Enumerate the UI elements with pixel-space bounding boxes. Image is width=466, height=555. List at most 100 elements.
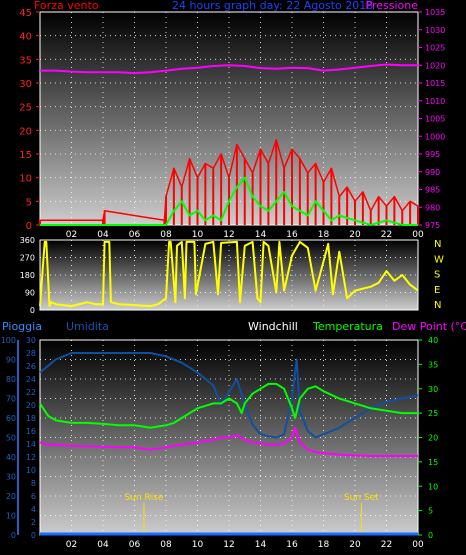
wind-gust-line (40, 176, 418, 226)
wind-x-tick-label: 00 (412, 230, 424, 240)
wind-x-tick-label: 08 (160, 230, 172, 240)
direction-tick-label: 360 (20, 236, 35, 245)
humidity-x-tick-label: 18 (318, 540, 330, 550)
rain-y-axis: 0 10 20 30 40 50 60 70 80 90 100 (1, 336, 19, 540)
direction-line (39, 240, 419, 308)
compass-tick-label: W (434, 254, 444, 265)
humidity-x-tick-label: 14 (255, 540, 267, 550)
wind-x-tick-label: 02 (66, 230, 77, 240)
wind-x-axis: 02 04 06 08 10 12 14 16 18 20 22 00 (66, 230, 424, 240)
pressure-tick-label: 1035 (425, 8, 445, 17)
wind-series (39, 63, 419, 226)
wind-x-tick-label: 12 (223, 230, 234, 240)
direction-tick-label: 90 (25, 289, 35, 298)
humidity-tick-label: 8 (31, 479, 36, 488)
wind-speed-line (40, 139, 419, 222)
chart-title: 24 hours graph day: 22 Agosto 2018 (172, 0, 373, 12)
windchill-label: Windchill (248, 320, 298, 333)
wind-tick-label: 0 (26, 221, 32, 232)
humidity-tick-label: 14 (26, 440, 36, 449)
wind-y-axis: 0 5 10 15 20 25 30 35 40 45 (19, 8, 40, 232)
humidity-tick-label: 4 (31, 505, 36, 514)
pressure-line (40, 63, 418, 75)
rain-tick-label: 0 (11, 531, 16, 540)
direction-tick-label: 180 (20, 271, 35, 280)
compass-tick-label: E (434, 285, 440, 296)
sun-set-label: Sun Set (344, 493, 379, 503)
pressure-label: Pressione (366, 0, 419, 12)
wind-x-tick-label: 14 (255, 230, 267, 240)
humidity-x-tick-label: 20 (349, 540, 361, 550)
rain-tick-label: 40 (6, 453, 16, 462)
temperature-y-axis: 0 5 10 15 20 25 30 35 40 (418, 336, 438, 540)
temperature-line (39, 382, 418, 429)
rain-tick-label: 70 (6, 395, 16, 404)
rain-tick-label: 90 (6, 356, 16, 365)
rain-tick-label: 50 (6, 434, 16, 443)
wind-tick-label: 35 (19, 55, 32, 66)
humidity-x-tick-label: 12 (223, 540, 234, 550)
wind-x-tick-label: 22 (381, 230, 392, 240)
rain-tick-label: 100 (1, 336, 16, 345)
compass-tick-label: N (434, 300, 441, 311)
wind-x-tick-label: 10 (192, 230, 204, 240)
humidity-line (39, 352, 419, 439)
temperature-tick-label: 0 (428, 531, 433, 540)
pressure-tick-label: 985 (425, 186, 440, 195)
direction-series (39, 240, 419, 308)
humidity-tick-label: 20 (26, 401, 36, 410)
pressure-y-axis: 975 980 985 990 995 1000 1005 1010 1015 1020 1025 1… (418, 8, 445, 230)
humidity-tick-label: 24 (26, 375, 36, 384)
temperature-tick-label: 35 (428, 360, 438, 369)
temperature-tick-label: 5 (428, 507, 433, 516)
dewpoint-label: Dew Point (°C) (392, 320, 466, 333)
temperature-tick-label: 30 (428, 385, 438, 394)
pressure-tick-label: 1010 (425, 97, 445, 106)
pressure-tick-label: 1030 (425, 26, 445, 35)
wind-tick-label: 45 (19, 8, 32, 19)
pressure-tick-label: 990 (425, 168, 440, 177)
humidity-tick-label: 16 (26, 427, 36, 436)
wind-speed-label: Forza vento (34, 0, 99, 12)
humidity-x-tick-label: 16 (286, 540, 298, 550)
humidity-x-tick-label: 08 (160, 540, 172, 550)
humidity-tick-label: 22 (26, 388, 36, 397)
humidity-label: Umidita (66, 320, 109, 333)
humidity-x-tick-label: 04 (97, 540, 109, 550)
wind-x-tick-label: 20 (349, 230, 361, 240)
wind-x-tick-label: 04 (97, 230, 109, 240)
wind-tick-label: 40 (19, 32, 32, 43)
temperature-tick-label: 10 (428, 482, 438, 491)
pressure-tick-label: 975 (425, 221, 440, 230)
wind-x-tick-label: 18 (318, 230, 330, 240)
pressure-tick-label: 980 (425, 203, 440, 212)
humidity-tick-label: 6 (31, 492, 36, 501)
direction-tick-label: 0 (30, 306, 35, 315)
humidity-tick-label: 26 (26, 362, 36, 371)
pressure-tick-label: 1020 (425, 61, 445, 70)
humidity-tick-label: 10 (26, 466, 36, 475)
pressure-tick-label: 995 (425, 150, 440, 159)
wind-x-tick-label: 16 (286, 230, 298, 240)
wind-tick-label: 15 (19, 150, 32, 161)
pressure-tick-label: 1015 (425, 79, 445, 88)
humidity-tick-label: 12 (26, 453, 36, 462)
wind-x-tick-label: 06 (129, 230, 141, 240)
compass-tick-label: N (434, 239, 441, 250)
humidity-x-tick-label: 00 (412, 540, 424, 550)
humidity-tick-label: 28 (26, 349, 36, 358)
pressure-tick-label: 1025 (425, 44, 445, 53)
sun-rise-label: Sun Rise (124, 493, 163, 503)
pressure-tick-label: 1005 (425, 115, 445, 124)
rain-tick-label: 10 (6, 512, 16, 521)
pressure-tick-label: 1000 (425, 132, 445, 141)
humidity-tick-label: 2 (31, 518, 36, 527)
humidity-x-tick-label: 10 (192, 540, 204, 550)
sun-markers: Sun Rise Sun Set (124, 493, 379, 535)
rain-tick-label: 60 (6, 414, 16, 423)
rain-tick-label: 30 (6, 473, 16, 482)
